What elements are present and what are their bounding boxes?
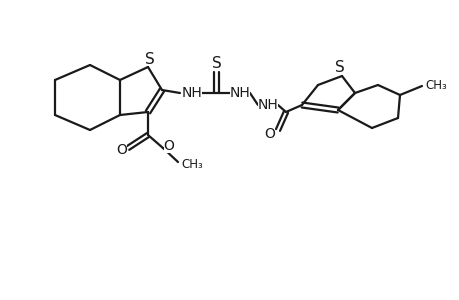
- Text: O: O: [163, 139, 174, 153]
- Text: NH: NH: [229, 86, 250, 100]
- Text: NH: NH: [181, 86, 202, 100]
- Text: S: S: [335, 59, 344, 74]
- Text: O: O: [116, 143, 127, 157]
- Text: O: O: [264, 127, 275, 141]
- Text: S: S: [145, 52, 155, 67]
- Text: CH₃: CH₃: [424, 79, 446, 92]
- Text: CH₃: CH₃: [181, 158, 202, 170]
- Text: S: S: [212, 56, 221, 70]
- Text: NH: NH: [257, 98, 278, 112]
